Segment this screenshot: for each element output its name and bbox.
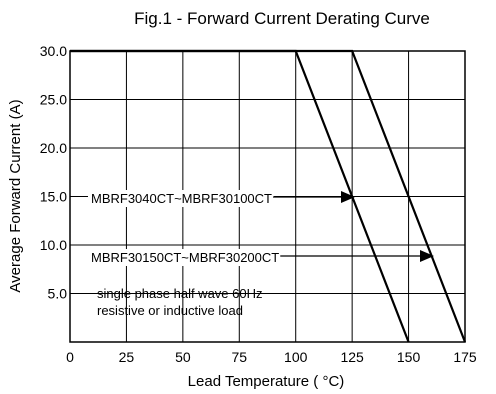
label-background <box>88 190 275 207</box>
x-tick-label: 150 <box>397 349 421 365</box>
y-tick-label: 15.0 <box>40 189 67 205</box>
x-tick-label: 100 <box>284 349 308 365</box>
x-axis-label: Lead Temperature ( °C) <box>188 373 345 390</box>
y-tick-label: 30.0 <box>40 43 67 59</box>
y-tick-label: 20.0 <box>40 140 67 156</box>
y-tick-label: 10.0 <box>40 237 67 253</box>
x-tick-label: 75 <box>231 349 247 365</box>
x-tick-label: 125 <box>340 349 364 365</box>
arrow-head-icon <box>420 250 434 262</box>
x-tick-label: 175 <box>453 349 477 365</box>
arrow-head-icon <box>341 191 355 203</box>
x-tick-label: 0 <box>66 349 74 365</box>
x-tick-label: 25 <box>119 349 135 365</box>
series-label-mbrf30150-200: MBRF30150CT~MBRF30200CT <box>91 250 279 265</box>
series-label-mbrf3040-100: MBRF3040CT~MBRF30100CT <box>91 191 272 206</box>
tick-labels: 0 25 50 75 100 125 150 175 5.0 10.0 15.0 20.0 25.0 30… <box>40 43 477 365</box>
chart-title: Fig.1 - Forward Current Derating Curve <box>134 9 430 28</box>
x-tick-label: 50 <box>175 349 191 365</box>
y-tick-label: 25.0 <box>40 92 67 108</box>
y-axis-label: Average Forward Current (A) <box>7 99 24 292</box>
annotation-line-2: resistive or inductive load <box>97 303 243 318</box>
annotation-line-1: single phase half wave 60Hz <box>97 286 263 301</box>
y-tick-label: 5.0 <box>48 286 68 302</box>
label-background <box>88 249 282 266</box>
plot-frame <box>69 50 466 343</box>
